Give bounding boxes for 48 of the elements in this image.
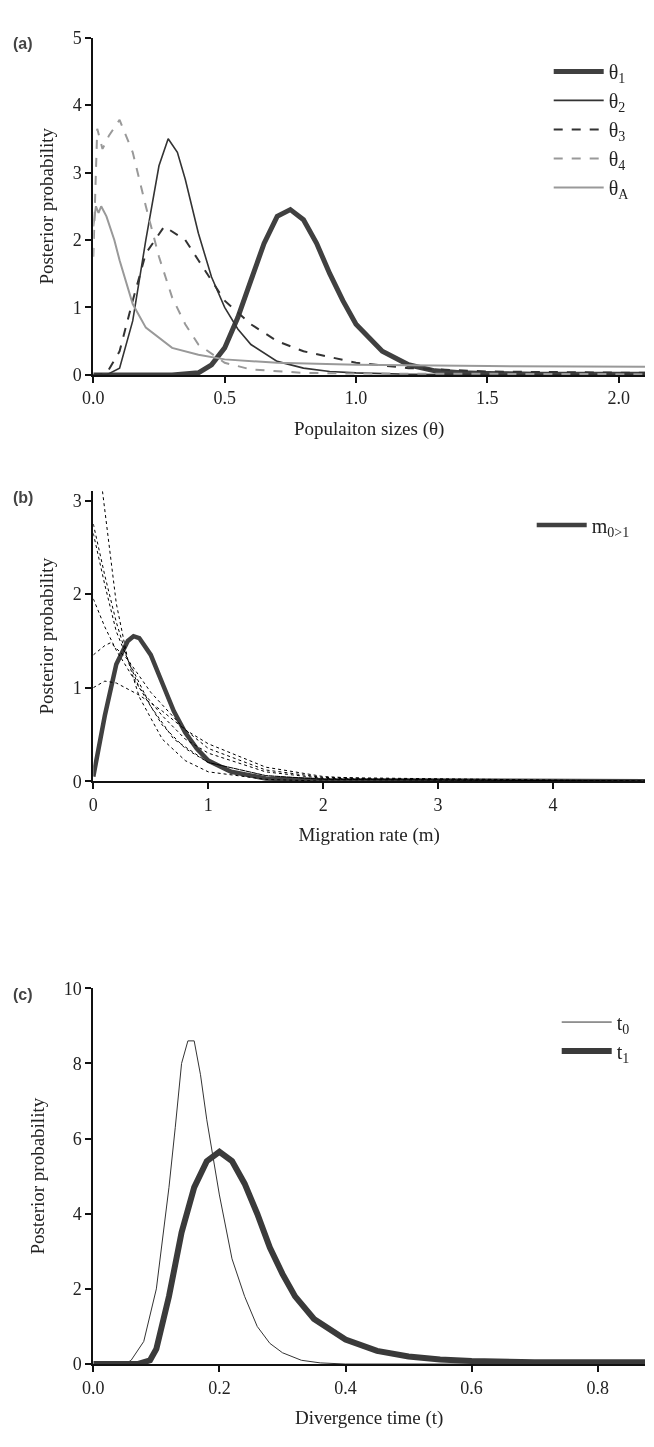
chart-title: (c) xyxy=(13,986,33,1003)
x-tick-label: 0.5 xyxy=(213,388,236,409)
y-axis-title: Posterior probability xyxy=(36,557,58,715)
x-tick-label: 1.5 xyxy=(476,388,499,409)
y-tick-label: 5 xyxy=(72,27,82,48)
y-tick-label: 2 xyxy=(72,230,82,251)
y-tick-label: 2 xyxy=(72,1279,82,1300)
x-tick-label: 0 xyxy=(88,794,98,815)
y-tick-label: 1 xyxy=(72,297,82,318)
chart-title: (a) xyxy=(13,35,33,52)
legend-label: θ$_{4}$ xyxy=(608,148,626,174)
legend-label: θ$_{A}$ xyxy=(608,177,630,203)
x-tick-label: 2 xyxy=(318,794,328,815)
x-tick-label: 0.2 xyxy=(208,1377,231,1398)
x-tick-label: 2.0 xyxy=(607,388,630,409)
x-tick-label: 0.0 xyxy=(82,388,105,409)
y-tick-label: 0 xyxy=(72,771,82,792)
x-axis-title: Divergence time (t) xyxy=(294,1406,444,1429)
y-tick-label: 0 xyxy=(72,1354,82,1375)
legend-label: θ$_{2}$ xyxy=(608,90,626,116)
legend-label: m$_{0>1}$ xyxy=(591,514,630,541)
y-tick-label: 6 xyxy=(72,1128,82,1149)
y-tick-label: 4 xyxy=(72,95,82,116)
legend-label: t$_{1}$ xyxy=(616,1040,630,1067)
x-tick-label: 1.0 xyxy=(344,388,368,409)
x-axis-title: Populaiton sizes (θ) xyxy=(293,417,445,440)
x-tick-label: 0.8 xyxy=(586,1377,609,1398)
y-tick-label: 0 xyxy=(72,365,82,386)
y-tick-label: 8 xyxy=(72,1053,82,1074)
y-tick-label: 2 xyxy=(72,584,82,605)
legend-label: t$_{0}$ xyxy=(616,1011,630,1038)
legend-label: θ$_{3}$ xyxy=(608,119,626,145)
x-tick-label: 0.4 xyxy=(334,1377,357,1398)
y-tick-label: 3 xyxy=(72,162,82,183)
x-tick-label: 1 xyxy=(203,794,213,815)
x-tick-label: 4 xyxy=(548,794,558,815)
x-tick-label: 0.0 xyxy=(82,1377,105,1398)
chart-title: (b) xyxy=(13,489,34,506)
y-tick-label: 4 xyxy=(72,1204,82,1225)
y-tick-label: 10 xyxy=(63,978,82,999)
y-axis-title: Posterior probability xyxy=(36,127,58,285)
x-tick-label: 3 xyxy=(433,794,443,815)
y-tick-label: 1 xyxy=(72,677,82,698)
x-axis-title: Migration rate (m) xyxy=(298,824,440,847)
y-tick-label: 3 xyxy=(72,490,82,511)
legend-label: θ$_{1}$ xyxy=(608,61,626,87)
x-tick-label: 0.6 xyxy=(460,1377,483,1398)
y-axis-title: Posterior probability xyxy=(27,1097,49,1255)
